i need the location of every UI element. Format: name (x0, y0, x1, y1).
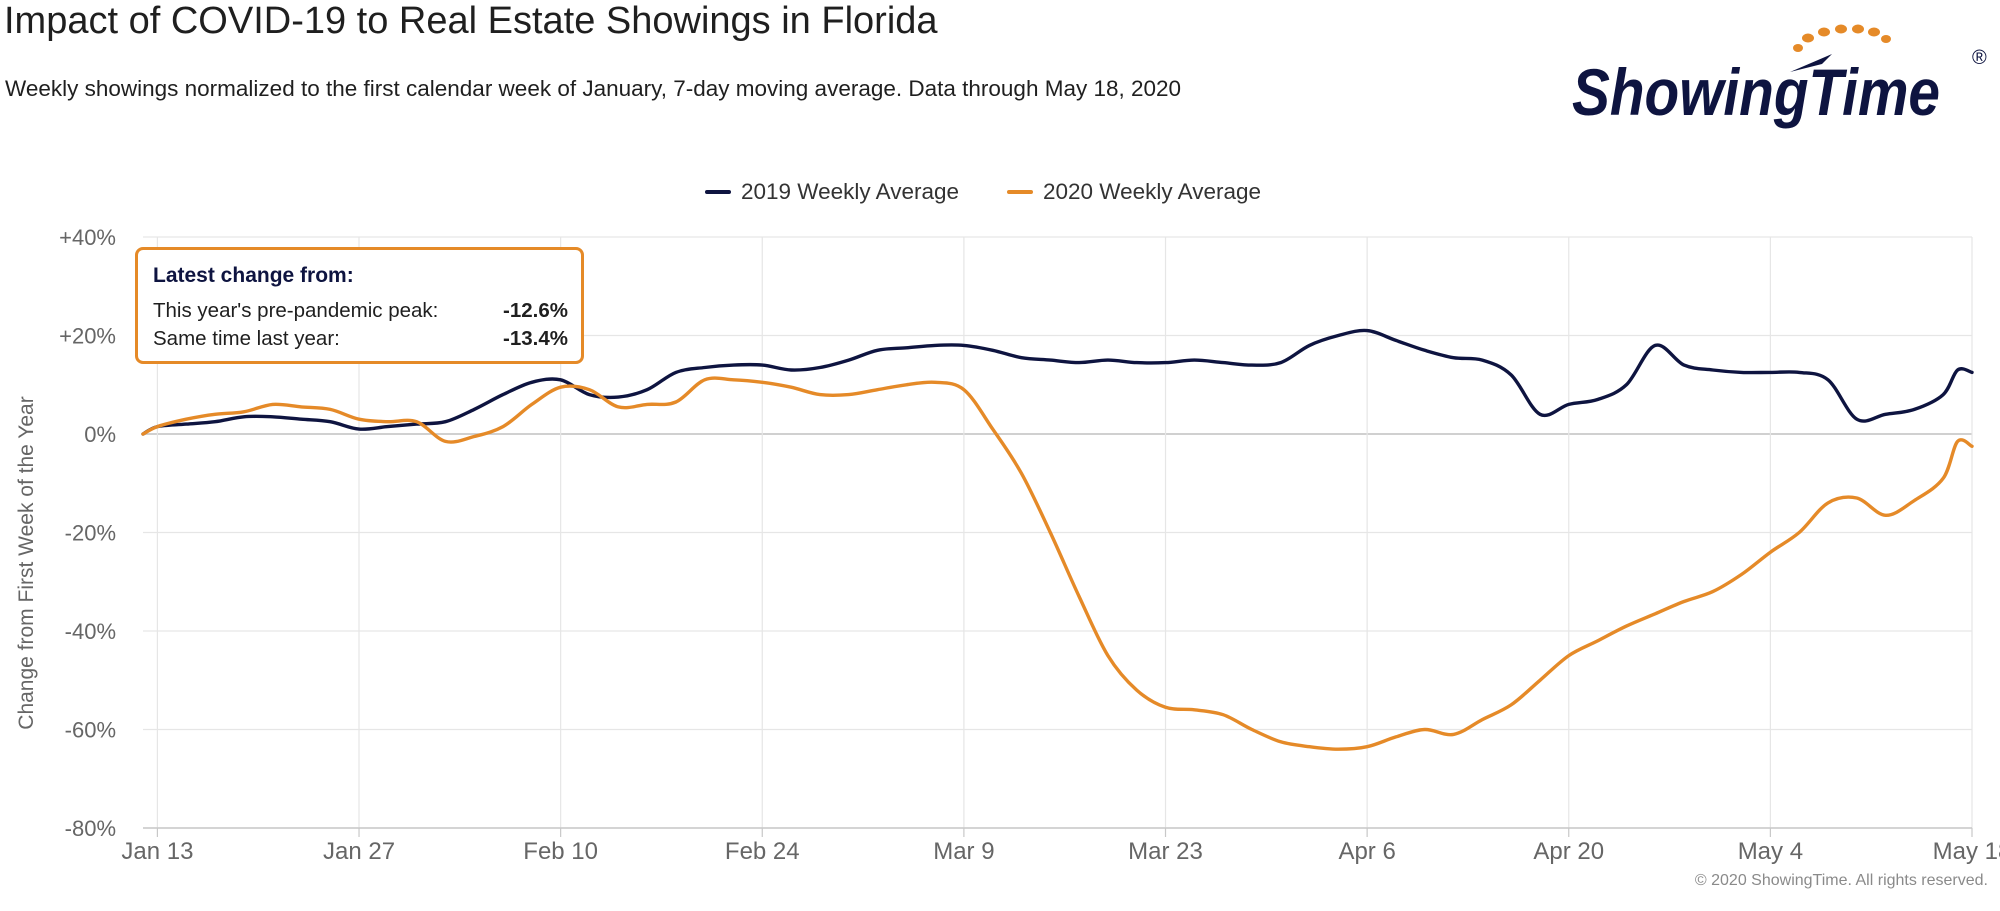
x-tick-label: Apr 6 (1338, 838, 1395, 865)
info-row-peak-value: -12.6% (503, 299, 568, 322)
chart-subtitle: Weekly showings normalized to the first … (5, 76, 1182, 101)
series-lines (141, 328, 1974, 751)
x-tick-label: Apr 20 (1533, 838, 1604, 865)
legend-label-2019: 2019 Weekly Average (741, 179, 960, 204)
legend-item-2019[interactable]: 2019 Weekly Average (705, 172, 959, 212)
logo-registered-mark: ® (1972, 47, 1987, 69)
y-tick-label: 0% (84, 422, 116, 447)
legend-swatch-2020 (1007, 190, 1033, 194)
x-tick-label: Jan 27 (323, 838, 395, 865)
chart-legend: 2019 Weekly Average 2020 Weekly Average (0, 172, 2000, 212)
latest-change-title: Latest change from: (153, 264, 354, 287)
legend-swatch-2019 (705, 190, 731, 194)
series-line-2019 (141, 328, 1974, 436)
x-tick-label: May 18 (1933, 838, 2000, 865)
x-tick-label: Feb 10 (523, 838, 598, 865)
info-row-last-year-value: -13.4% (503, 327, 568, 350)
y-axis-title: Change from First Week of the Year (15, 396, 38, 729)
showingtime-logo: ShowingTime ® (1572, 24, 1987, 129)
logo-dots-icon (1793, 24, 1891, 52)
y-tick-label: +20% (59, 324, 116, 349)
y-tick-label: -80% (65, 816, 116, 841)
legend-item-2020[interactable]: 2020 Weekly Average (1007, 172, 1261, 212)
x-tick-label: Feb 24 (725, 838, 800, 865)
latest-change-box: Latest change from: This year's pre-pand… (135, 247, 584, 364)
logo-wordmark: ShowingTime (1572, 55, 1940, 129)
info-row-last-year-label: Same time last year: (153, 327, 340, 350)
series-line-2020 (141, 376, 1974, 751)
info-row-peak-label: This year's pre-pandemic peak: (153, 299, 439, 322)
chart-title: Impact of COVID-19 to Real Estate Showin… (4, 0, 938, 42)
x-tick-label: Mar 23 (1128, 838, 1203, 865)
x-tick-label: May 4 (1738, 838, 1803, 865)
y-tick-label: -20% (65, 521, 116, 546)
x-axis: Jan 13 Jan 27 Feb 10 Feb 24 Mar 9 Mar 23 Apr 6… (121, 827, 2000, 865)
grid-lines (143, 236, 1973, 829)
y-tick-label: -60% (65, 718, 116, 743)
logo-swoosh-icon (1790, 54, 1832, 72)
info-row-peak: This year's pre-pandemic peak: -12.6% (153, 299, 568, 323)
y-axis: +40% +20% 0% -20% -40% -60% -80% (59, 225, 116, 841)
x-tick-label: Mar 9 (933, 838, 994, 865)
y-tick-label: +40% (59, 225, 116, 250)
info-row-last-year: Same time last year: -13.4% (153, 327, 568, 351)
y-tick-label: -40% (65, 619, 116, 644)
legend-label-2020: 2020 Weekly Average (1043, 179, 1262, 204)
x-tick-label: Jan 13 (121, 838, 193, 865)
copyright-notice: © 2020 ShowingTime. All rights reserved. (1694, 872, 1988, 889)
